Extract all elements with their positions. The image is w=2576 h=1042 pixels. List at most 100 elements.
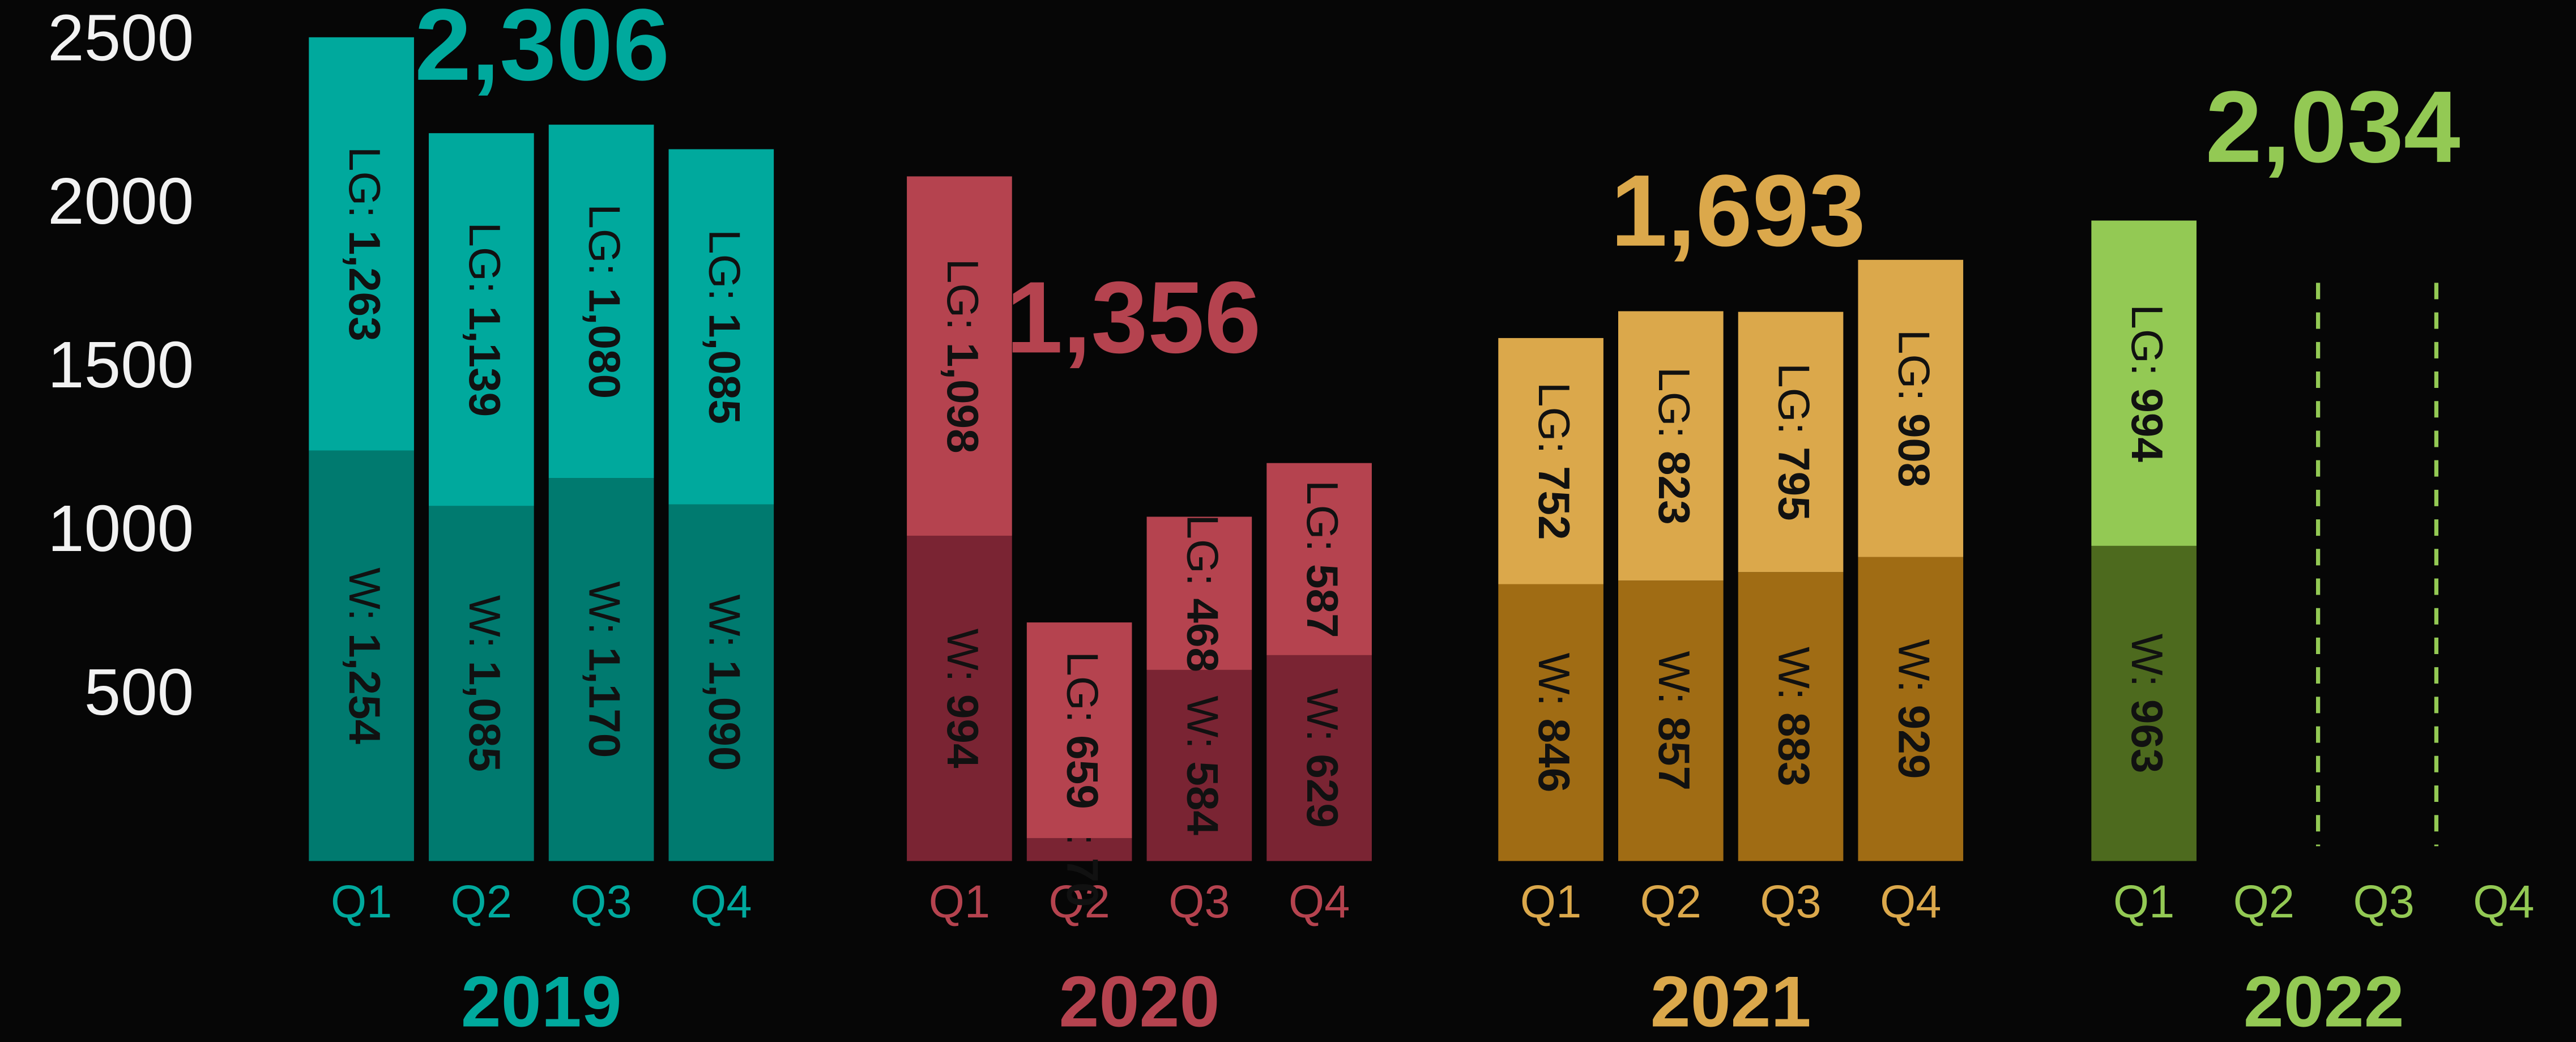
value-label: W: 994	[938, 629, 988, 768]
value-label-part: 857	[1649, 704, 1699, 791]
value-label-part: 1,139	[460, 294, 510, 417]
bar-segment	[1498, 338, 1603, 584]
value-label: LG: 659	[1058, 651, 1108, 809]
bar-segment	[2091, 545, 2197, 861]
value-label: LG: 1,085	[700, 229, 750, 424]
value-label-part: 795	[1769, 434, 1819, 520]
bar-segment	[1738, 311, 1844, 573]
y-tick-label: 1500	[48, 328, 194, 402]
value-label-part: W:	[1769, 647, 1819, 700]
value-label: LG: 1,263	[340, 147, 390, 341]
bar-segment	[1146, 669, 1252, 861]
value-label-part: W:	[1529, 653, 1579, 706]
x-tick-label: Q3	[1760, 876, 1821, 928]
value-label-part: 1,080	[580, 275, 630, 399]
bar-segment	[1026, 838, 1132, 861]
value-label-part: LG:	[460, 222, 510, 293]
bar-segment	[1498, 584, 1603, 861]
group-total: 1,356	[1006, 260, 1261, 374]
value-label-part: W:	[580, 581, 630, 634]
value-label-part: 1,098	[938, 330, 988, 454]
group-total: 2,034	[2206, 70, 2460, 184]
bar-segment	[668, 149, 774, 505]
value-label: LG: 1,139	[460, 222, 510, 417]
value-label-part: W:	[1649, 651, 1699, 704]
value-label-part: LG:	[1769, 363, 1819, 434]
value-label: LG: 994	[2122, 304, 2172, 462]
value-label-part: 1,254	[340, 621, 390, 744]
x-tick-label: Q1	[1520, 876, 1581, 928]
value-label-part: W:	[1890, 639, 1939, 693]
value-label-part: LG:	[580, 204, 630, 275]
group-total: 1,693	[1611, 154, 1866, 268]
value-label-part: 883	[1769, 700, 1819, 786]
value-label-part: LG:	[2122, 304, 2172, 375]
value-label: LG: 823	[1649, 367, 1699, 525]
value-label-part: W:	[938, 629, 988, 682]
bar-segment	[1618, 311, 1724, 581]
value-label: LG: 468	[1178, 514, 1228, 672]
value-label-part: 70	[1058, 845, 1108, 907]
value-label-part: LG:	[1890, 330, 1939, 401]
bar-segment	[548, 125, 654, 479]
value-label-part: 584	[1178, 749, 1228, 836]
value-label: W: 584	[1178, 695, 1228, 835]
x-tick-label: Q2	[1048, 876, 1110, 928]
value-label: LG: 1,098	[938, 259, 988, 454]
value-label-part: LG:	[1649, 367, 1699, 438]
bar-segment	[1858, 259, 1964, 557]
x-tick-label: Q3	[2353, 876, 2414, 928]
bar-segment	[1858, 557, 1964, 861]
value-label: W: 629	[1298, 688, 1347, 828]
value-label: W: 1,090	[700, 594, 750, 771]
value-label-part: W:	[2122, 634, 2172, 687]
value-label-part: W:	[460, 595, 510, 648]
value-label: W: 1,085	[460, 595, 510, 772]
value-label: W: 1,170	[580, 581, 630, 758]
value-label: LG: 587	[1298, 480, 1347, 638]
x-tick-label: Q1	[929, 876, 990, 928]
value-label-part: 587	[1298, 552, 1347, 638]
value-label-part: 1,090	[700, 648, 750, 771]
bar-segment	[1026, 622, 1132, 838]
value-label-part: LG:	[340, 147, 390, 218]
value-label-part: 929	[1890, 693, 1939, 779]
value-label-part: 468	[1178, 586, 1228, 672]
value-label-part: LG:	[1529, 382, 1579, 454]
value-label-part: 1,170	[580, 635, 630, 758]
value-label: W: 857	[1649, 651, 1699, 791]
x-tick-label: Q1	[331, 876, 392, 928]
value-label: LG: 1,080	[580, 204, 630, 399]
value-label-part: 994	[938, 682, 988, 768]
bar-segment	[1146, 516, 1252, 670]
value-label-part: W:	[1298, 688, 1347, 741]
value-label: W: 963	[2122, 634, 2172, 774]
value-label-part: W:	[700, 594, 750, 647]
bar-segment	[429, 506, 534, 861]
x-tick-label: Q3	[570, 876, 632, 928]
value-label-part: LG:	[700, 229, 750, 301]
value-label: W: 929	[1890, 639, 1939, 779]
value-label-part: LG:	[1058, 651, 1108, 723]
value-label-part: 963	[2122, 687, 2172, 773]
bar-segment	[2091, 220, 2197, 546]
bar-segment	[1266, 655, 1372, 861]
bar-segment	[1618, 580, 1724, 861]
y-tick-label: 2000	[48, 164, 194, 238]
bar-segment	[309, 450, 414, 861]
value-label-part: 629	[1298, 742, 1347, 828]
bar-segment	[429, 133, 534, 506]
value-label-part: LG:	[938, 259, 988, 330]
bar-segment	[907, 535, 1012, 861]
y-tick-label: 1000	[48, 492, 194, 565]
value-label-part: 1,085	[460, 648, 510, 772]
group-name: 2021	[1650, 961, 1811, 1042]
bar-segment	[907, 176, 1012, 536]
value-label-part: 823	[1649, 438, 1699, 524]
value-label-part: 1,085	[700, 301, 750, 424]
value-label-part: 659	[1058, 723, 1108, 809]
value-label-part: 1,263	[340, 218, 390, 341]
x-tick-label: Q4	[1289, 876, 1350, 928]
bar-segment	[1738, 572, 1844, 861]
group-total: 2,306	[415, 0, 669, 102]
